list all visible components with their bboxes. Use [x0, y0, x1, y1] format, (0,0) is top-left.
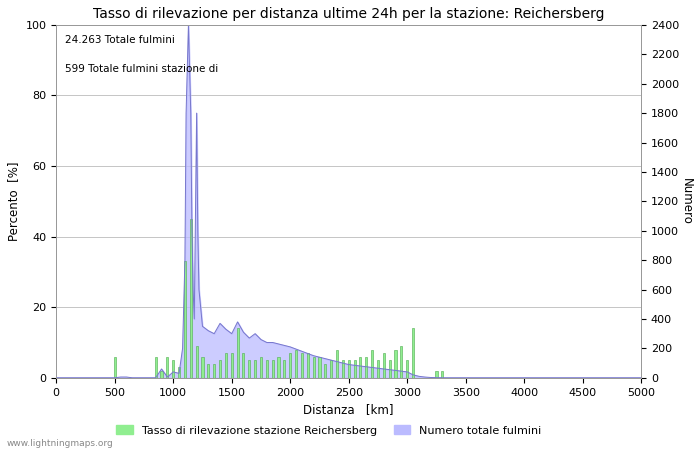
Bar — [336, 350, 338, 378]
Bar — [113, 356, 116, 378]
Bar — [242, 353, 244, 378]
Bar — [190, 219, 192, 378]
Bar — [184, 261, 186, 378]
Bar — [400, 346, 402, 378]
Bar — [301, 353, 303, 378]
Bar — [237, 328, 239, 378]
Text: 24.263 Totale fulmini: 24.263 Totale fulmini — [65, 36, 175, 45]
Bar — [219, 360, 221, 378]
Bar — [383, 353, 385, 378]
Bar — [195, 346, 197, 378]
Bar — [412, 328, 414, 378]
Bar — [248, 360, 251, 378]
Bar — [377, 360, 379, 378]
Bar — [324, 364, 326, 378]
Bar — [260, 356, 262, 378]
Bar — [277, 356, 279, 378]
Bar — [155, 356, 157, 378]
Legend: Tasso di rilevazione stazione Reichersberg, Numero totale fulmini: Tasso di rilevazione stazione Reichersbe… — [112, 421, 546, 440]
Text: www.lightningmaps.org: www.lightningmaps.org — [7, 439, 113, 448]
Bar — [178, 367, 180, 378]
Title: Tasso di rilevazione per distanza ultime 24h per la stazione: Reichersberg: Tasso di rilevazione per distanza ultime… — [93, 7, 605, 21]
Bar — [202, 356, 204, 378]
Bar — [284, 360, 286, 378]
Bar — [295, 350, 297, 378]
Bar — [359, 356, 361, 378]
Bar — [365, 356, 368, 378]
Bar — [172, 360, 174, 378]
Bar — [395, 350, 397, 378]
Bar — [330, 360, 332, 378]
Bar — [254, 360, 256, 378]
Bar — [167, 356, 169, 378]
Y-axis label: Percento  [%]: Percento [%] — [7, 162, 20, 241]
Bar — [348, 360, 350, 378]
Bar — [342, 360, 344, 378]
Bar — [289, 353, 291, 378]
Y-axis label: Numero: Numero — [680, 178, 693, 225]
Bar — [318, 356, 321, 378]
Bar — [160, 371, 162, 378]
Bar — [307, 353, 309, 378]
Bar — [389, 360, 391, 378]
Bar — [435, 371, 438, 378]
Bar — [441, 371, 443, 378]
Bar — [225, 353, 227, 378]
Bar — [213, 364, 215, 378]
Bar — [231, 353, 233, 378]
Bar — [207, 364, 209, 378]
Bar — [272, 360, 274, 378]
Bar — [266, 360, 268, 378]
Bar — [406, 360, 408, 378]
Bar — [313, 356, 315, 378]
X-axis label: Distanza   [km]: Distanza [km] — [304, 403, 394, 416]
Bar — [371, 350, 373, 378]
Text: 599 Totale fulmini stazione di: 599 Totale fulmini stazione di — [65, 64, 218, 74]
Bar — [354, 360, 356, 378]
